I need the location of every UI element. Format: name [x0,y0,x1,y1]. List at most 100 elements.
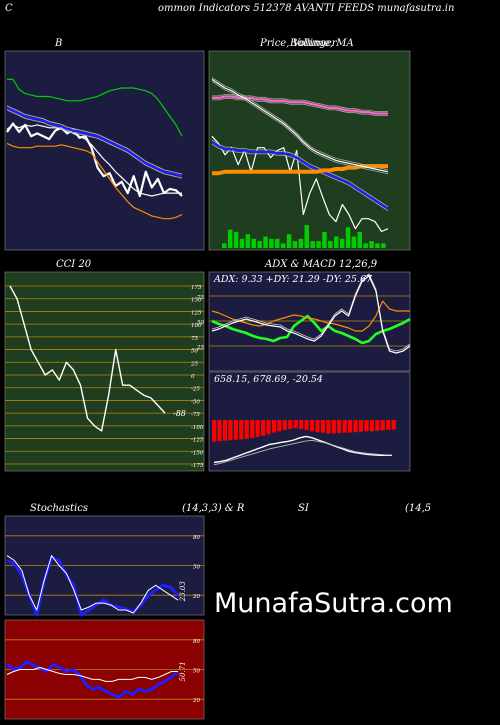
macd-hist-bar [212,420,217,442]
volume-bar [286,234,292,248]
adx-series-0 [211,314,411,345]
cci-tick-label: -150 [191,450,204,456]
macd-hist-bar [348,420,353,433]
b-blue-band-lower [6,109,183,179]
macd-hist-bar [386,420,391,430]
adx-tick-label: 50 [197,320,204,326]
volume-bar [222,243,227,248]
cci-tick-label: 175 [191,285,202,291]
stoch-tick-label: 20 [192,594,200,600]
volume-bar [304,225,309,248]
volume-bar [310,241,315,248]
macd-hist-bar [331,420,336,434]
cci-line [9,285,166,432]
title-stochastics: Stochastics [30,503,88,514]
macd-hist-bar [222,420,228,441]
cci-tick-label: 150 [191,298,202,304]
macd-hist-bar [255,420,260,438]
macd-hist-bar [239,420,244,440]
si-value-label: 50.71 [179,661,187,681]
title-si-params: (14,5 [405,503,432,514]
macd-hist-bar [244,420,249,439]
macd-hist-bar [320,420,325,433]
macd-hist-bar [304,420,309,430]
macd-hist-bar [337,420,342,434]
si-tick-label: 50 [193,669,200,675]
si-white-line [6,667,178,682]
stoch-value-label: 23.03 [179,581,187,603]
cci-tick-label: -25 [191,387,200,393]
panel-cci [4,271,205,472]
b-series-4 [6,142,183,220]
cci-tick-label: 50 [191,349,198,355]
cci-tick-label: -100 [191,425,204,431]
volume-bar [316,241,321,248]
macd-hist-bar [309,420,315,432]
volume-bar [375,243,380,248]
stoch-k-line [6,556,180,617]
macd-hist-bar [326,420,331,434]
volume-bar [369,241,374,248]
title-adx-macd: ADX & MACD 12,26,9 [265,259,378,270]
stoch-tick-label: 50 [193,565,200,571]
volume-bar [357,231,362,248]
price-band-lower-3 [212,98,388,116]
cci-tick-label: -125 [191,438,204,444]
volume-bar [257,241,262,248]
macd-hist-bar [315,420,320,433]
macd-hist-bar [353,420,358,433]
volume-bar [233,231,239,248]
volume-bar [263,236,268,248]
volume-bar [334,236,339,248]
header-left-letter: C [5,3,13,14]
volume-bar [381,243,386,248]
volume-bar [245,234,251,248]
volume-bar [227,229,233,248]
macd-hist-bar [250,420,255,438]
adx-tick-label: 75 [197,295,204,301]
volume-bar [339,238,345,248]
title-b: B [55,38,63,49]
macd-hist-bar [233,420,238,440]
macd-hist-bar [217,420,222,442]
b-blue-band-upper [6,105,183,175]
cci-tick-label: 125 [191,310,202,316]
panel-b [4,50,205,251]
page-title: ommon Indicators 512378 AVANTI FEEDS mun… [158,3,455,14]
cci-tick-label: -175 [191,463,204,469]
volume-bar [275,238,280,248]
title-si: SI [298,503,309,514]
price-series-4 [211,78,389,173]
price-band-lower-4 [211,81,389,175]
b-series-2 [6,106,183,178]
stoch-d-line [6,555,179,614]
volume-bar [292,241,298,248]
macd-hist-bar [282,420,287,430]
title-bollinger: Bollinger [290,38,337,49]
price-band-upper-4 [211,77,389,171]
cci-tick-label: 0 [191,374,195,380]
macd-hist-bar [261,420,266,436]
cci-tick-label: 75 [191,336,198,342]
macd-hist-bar [299,420,304,429]
title-stochastics-params: (14,3,3) & R [182,503,245,514]
price-series-3 [212,95,388,115]
title-cci: CCI 20 [56,259,92,270]
cci-tick-label: 25 [190,361,198,367]
b-series-1 [6,124,182,197]
macd-hist-bar [358,420,364,432]
volume-bar [322,231,327,248]
macd-hist-bar [342,420,347,433]
adx-label: ADX: 9.33 +DY: 21.29 -DY: 25.67 [214,274,373,285]
volume-bar [280,243,286,248]
price-series-2 [212,164,388,176]
volume-bar [251,238,256,248]
volume-bar [269,238,274,248]
macd-hist-bar [375,420,380,431]
macd-hist-bar [271,420,277,433]
volume-bar [345,227,351,248]
b-series-3 [7,78,183,137]
volume-bar [328,241,333,248]
si-blue-line [6,660,179,699]
